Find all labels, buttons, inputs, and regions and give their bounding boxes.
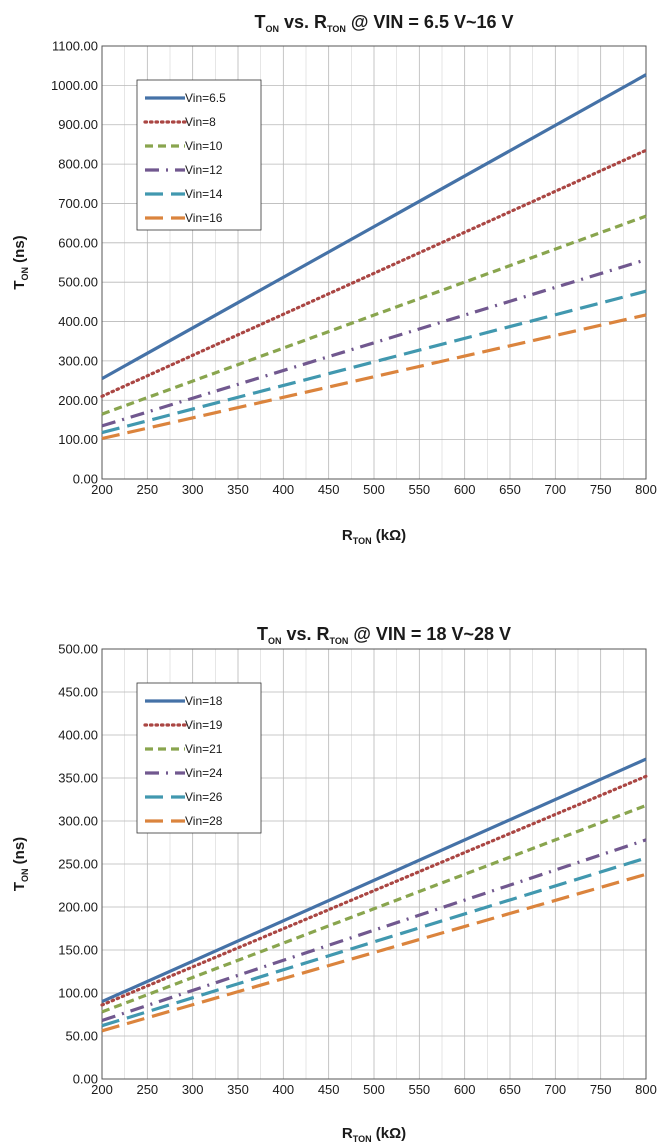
y-tick-label: 250.00 bbox=[58, 857, 98, 872]
chart-ton-vs-rton-high-vin: 0.00 50.00 100.00 150.00 200.00 250.00 300.00 3… bbox=[11, 624, 657, 1144]
series-line-vin-19 bbox=[100, 774, 648, 1007]
legend-box bbox=[136, 682, 262, 834]
y-tick-label: 0.00 bbox=[73, 472, 98, 487]
x-tick-label: 400 bbox=[272, 482, 294, 497]
x-tick-label: 700 bbox=[544, 1082, 566, 1097]
x-tick-label: 700 bbox=[544, 482, 566, 497]
y-tick-label: 300.00 bbox=[58, 814, 98, 829]
x-tick-label: 400 bbox=[272, 1082, 294, 1097]
legend-entry: Vin=21 bbox=[185, 742, 223, 756]
chart-ton-vs-rton-low-vin: 0.00 100.00 200.00 300.00 400.00 500.00 600.00… bbox=[11, 12, 657, 546]
y-tick-label: 400.00 bbox=[58, 728, 98, 743]
legend-entry: Vin=8 bbox=[185, 115, 216, 129]
legend: Vin=18 Vin=19 Vin=21 Vin=24 Vin=26 Vin=28 bbox=[136, 682, 262, 834]
y-tick-label: 0.00 bbox=[73, 1072, 98, 1087]
series-line-vin-8 bbox=[100, 148, 648, 398]
plot-border bbox=[101, 648, 647, 1080]
legend-entry: Vin=18 bbox=[185, 694, 223, 708]
x-tick-label: 200 bbox=[91, 482, 113, 497]
chart-title: TON vs. RTON @ VIN = 18 V~28 V bbox=[257, 624, 511, 646]
y-tick-label: 200.00 bbox=[58, 900, 98, 915]
legend-entry: Vin=19 bbox=[185, 718, 223, 732]
y-tick-label: 500.00 bbox=[58, 642, 98, 657]
x-tick-label: 300 bbox=[182, 1082, 204, 1097]
series-line-vin-21 bbox=[101, 804, 647, 1014]
y-tick-label: 600.00 bbox=[58, 235, 98, 250]
x-axis-label: RTON (kΩ) bbox=[342, 1125, 406, 1144]
y-tick-label: 50.00 bbox=[65, 1029, 98, 1044]
plot-border bbox=[101, 45, 647, 480]
x-tick-label: 600 bbox=[454, 482, 476, 497]
x-tick-label: 650 bbox=[499, 1082, 521, 1097]
series-line-vin-16 bbox=[101, 313, 647, 441]
y-tick-label: 700.00 bbox=[58, 196, 98, 211]
y-tick-label: 1000.00 bbox=[51, 78, 98, 93]
legend-box bbox=[136, 79, 262, 231]
legend-entry: Vin=6.5 bbox=[185, 91, 226, 105]
legend-entry: Vin=16 bbox=[185, 211, 223, 225]
y-tick-label: 1100.00 bbox=[52, 39, 98, 54]
y-axis-label: TON (ns) bbox=[11, 837, 30, 891]
y-tick-label: 350.00 bbox=[58, 771, 98, 786]
y-tick-label: 800.00 bbox=[58, 157, 98, 172]
x-tick-label: 550 bbox=[408, 1082, 430, 1097]
y-tick-label: 400.00 bbox=[58, 314, 98, 329]
legend: Vin=6.5 Vin=8 Vin=10 Vin=12 Vin=14 Vin=16 bbox=[136, 79, 262, 231]
series-line-vin-26 bbox=[101, 856, 647, 1028]
series-line-vin-28 bbox=[101, 872, 647, 1033]
x-tick-label: 250 bbox=[136, 1082, 158, 1097]
y-tick-label: 500.00 bbox=[58, 275, 98, 290]
y-tick-label: 900.00 bbox=[58, 117, 98, 132]
series-line-vin-24 bbox=[101, 838, 647, 1023]
x-tick-label: 450 bbox=[318, 482, 340, 497]
y-tick-label: 100.00 bbox=[58, 432, 98, 447]
legend-entry: Vin=26 bbox=[185, 790, 223, 804]
y-tick-label: 300.00 bbox=[58, 353, 98, 368]
x-tick-label: 550 bbox=[408, 482, 430, 497]
x-tick-label: 200 bbox=[91, 1082, 113, 1097]
y-tick-label: 450.00 bbox=[58, 685, 98, 700]
x-tick-label: 750 bbox=[590, 482, 612, 497]
legend-entry: Vin=28 bbox=[185, 814, 223, 828]
x-tick-label: 350 bbox=[227, 1082, 249, 1097]
series-line-vin-18 bbox=[101, 757, 647, 1004]
legend-entry: Vin=12 bbox=[185, 163, 223, 177]
legend-entry: Vin=24 bbox=[185, 766, 223, 780]
y-tick-label: 100.00 bbox=[58, 986, 98, 1001]
series-line-vin-10 bbox=[101, 214, 647, 416]
x-tick-label: 350 bbox=[227, 482, 249, 497]
series-line-vin-12 bbox=[101, 258, 647, 428]
x-axis-label: RTON (kΩ) bbox=[342, 527, 406, 546]
x-tick-label: 450 bbox=[318, 1082, 340, 1097]
x-tick-label: 800 bbox=[635, 1082, 657, 1097]
series-line-vin-6-5 bbox=[101, 73, 647, 380]
y-axis-label: TON (ns) bbox=[11, 235, 30, 289]
legend-entry: Vin=14 bbox=[185, 187, 223, 201]
x-tick-label: 300 bbox=[182, 482, 204, 497]
x-tick-label: 500 bbox=[363, 1082, 385, 1097]
x-tick-label: 800 bbox=[635, 482, 657, 497]
x-tick-label: 750 bbox=[590, 1082, 612, 1097]
y-tick-label: 200.00 bbox=[58, 393, 98, 408]
legend-entry: Vin=10 bbox=[185, 139, 223, 153]
x-tick-label: 250 bbox=[136, 482, 158, 497]
x-tick-label: 650 bbox=[499, 482, 521, 497]
x-tick-label: 600 bbox=[454, 1082, 476, 1097]
y-tick-label: 150.00 bbox=[58, 943, 98, 958]
series-line-vin-14 bbox=[101, 289, 647, 435]
chart-title: TON vs. RTON @ VIN = 6.5 V~16 V bbox=[254, 12, 513, 34]
x-tick-label: 500 bbox=[363, 482, 385, 497]
